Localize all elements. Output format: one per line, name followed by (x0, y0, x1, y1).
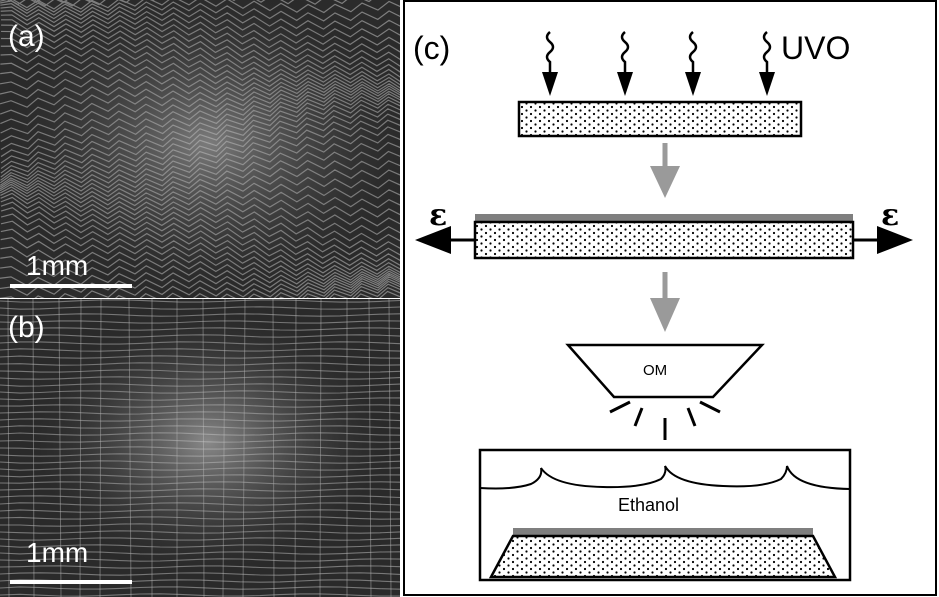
micrograph-panel-a: (a) 1mm (0, 0, 400, 298)
panel-a-scale-text: 1mm (26, 250, 89, 281)
oxide-layer-top (475, 214, 853, 222)
strain-arrow-left (415, 226, 475, 254)
process-arrow-2 (650, 272, 680, 332)
stretched-substrate (473, 214, 855, 260)
om-label: OM (643, 362, 668, 379)
process-schematic (403, 0, 937, 596)
light-rays (609, 400, 721, 440)
strain-arrow-right (853, 226, 913, 254)
panel-b-scale-bar (10, 580, 132, 584)
uvo-label: UVO (781, 30, 851, 66)
uvo-arrow-2 (617, 31, 633, 96)
zigzag-wrinkle-pattern (0, 0, 400, 298)
process-arrow-1 (650, 143, 680, 198)
aligned-wrinkle-pattern (0, 299, 400, 597)
uvo-arrow-4 (759, 31, 775, 96)
schematic-panel-c: (c) UVO ε ε OM Ethanol (403, 0, 939, 597)
substrate-top (517, 100, 803, 138)
panel-a-label: (a) (8, 20, 45, 53)
panel-b-label: (b) (8, 311, 45, 344)
sample-in-ethanol (488, 528, 838, 579)
panel-a-scale-bar (10, 284, 132, 288)
uvo-arrow-3 (685, 31, 701, 96)
ethanol-meniscus (479, 465, 851, 490)
oxide-layer-sample (513, 528, 813, 536)
strain-label-right: ε (881, 198, 900, 233)
uvo-arrows (542, 31, 775, 96)
panel-c-label: (c) (413, 30, 451, 66)
uvo-arrow-1 (542, 31, 558, 96)
strain-label-left: ε (429, 198, 448, 233)
panel-border (403, 0, 937, 596)
om-objective (565, 343, 765, 399)
micrograph-panel-b: (b) 1mm (0, 299, 400, 597)
ethanol-label: Ethanol (618, 495, 680, 515)
panel-b-scale-text: 1mm (26, 537, 89, 568)
